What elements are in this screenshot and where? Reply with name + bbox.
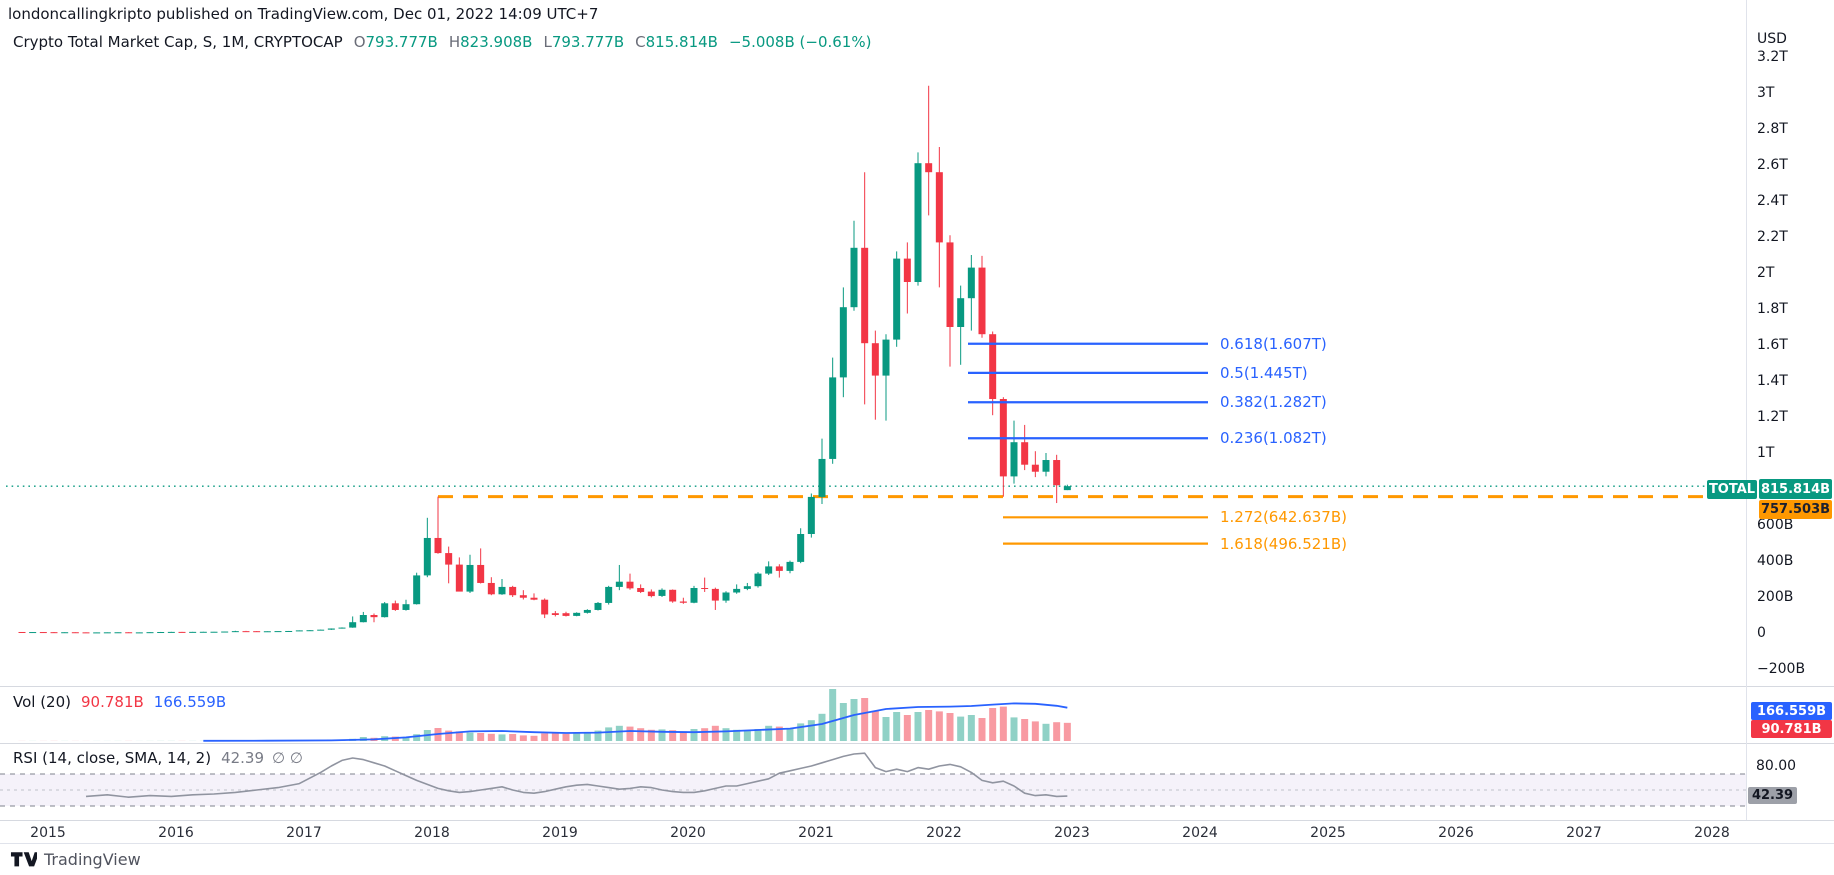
year-label-2020[interactable]: 2020: [670, 825, 706, 841]
symbol-title: Crypto Total Market Cap, S, 1M, CRYPTOCA…: [13, 33, 343, 51]
price-axis-currency[interactable]: USD: [1757, 31, 1787, 47]
year-label-2022[interactable]: 2022: [926, 825, 962, 841]
price-tick-3.2T: 3.2T: [1757, 49, 1788, 65]
volume-ma-badge: 166.559B: [1751, 702, 1832, 720]
rsi-value: 42.39: [221, 749, 265, 767]
price-tick-200B: 200B: [1757, 589, 1794, 605]
fib-level-label[interactable]: 1.618(496.521B): [1220, 534, 1347, 553]
year-label-2016[interactable]: 2016: [158, 825, 194, 841]
close-value: 815.814B: [645, 33, 718, 51]
volume-indicator-legend[interactable]: Vol (20) 90.781B 166.559B: [13, 693, 226, 711]
price-tick-2.8T: 2.8T: [1757, 121, 1788, 137]
rsi-axis-tick: 80.00: [1756, 758, 1797, 774]
year-label-2024[interactable]: 2024: [1182, 825, 1218, 841]
year-label-2015[interactable]: 2015: [30, 825, 66, 841]
year-label-2027[interactable]: 2027: [1566, 825, 1602, 841]
price-tick-1.4T: 1.4T: [1757, 373, 1788, 389]
fib-level-label[interactable]: 1.272(642.637B): [1220, 508, 1347, 527]
low-label: L: [543, 33, 552, 51]
close-label: C: [635, 33, 646, 51]
year-label-2026[interactable]: 2026: [1438, 825, 1474, 841]
tradingview-logo-text: TradingView: [44, 850, 141, 869]
open-label: O: [353, 33, 366, 51]
open-value: 793.777B: [365, 33, 438, 51]
year-label-2025[interactable]: 2025: [1310, 825, 1346, 841]
high-value: 823.908B: [460, 33, 533, 51]
volume-ma-value: 166.559B: [153, 693, 227, 711]
fib-level-label[interactable]: 0.382(1.282T): [1220, 393, 1327, 412]
price-tick-1.6T: 1.6T: [1757, 337, 1788, 353]
volume-current-value: 90.781B: [81, 693, 144, 711]
rsi-value-badge: 42.39: [1748, 787, 1797, 804]
hline-price-badge: 757.503B: [1759, 500, 1832, 519]
price-tick-2.2T: 2.2T: [1757, 229, 1788, 245]
rsi-indicator-legend[interactable]: RSI (14, close, SMA, 14, 2) 42.39 ∅ ∅: [13, 749, 303, 767]
rsi-hidden-values: ∅ ∅: [272, 749, 303, 767]
tradingview-logo[interactable]: TradingView: [10, 850, 141, 869]
price-tick-−200B: −200B: [1757, 661, 1806, 677]
price-tick-0: 0: [1757, 625, 1766, 641]
rsi-label: RSI (14, close, SMA, 14, 2): [13, 749, 212, 767]
low-value: 793.777B: [551, 33, 625, 51]
price-tick-1T: 1T: [1757, 445, 1775, 461]
fib-level-label[interactable]: 0.618(1.607T): [1220, 334, 1327, 353]
volume-label: Vol (20): [13, 693, 72, 711]
price-tick-2.4T: 2.4T: [1757, 193, 1788, 209]
year-label-2028[interactable]: 2028: [1694, 825, 1730, 841]
tradingview-logo-icon: [10, 852, 37, 867]
year-label-2017[interactable]: 2017: [286, 825, 322, 841]
symbol-price-badge-label: TOTAL: [1707, 480, 1757, 499]
footer-bar: TradingView: [0, 843, 1834, 875]
fib-level-label[interactable]: 0.5(1.445T): [1220, 363, 1308, 382]
year-label-2018[interactable]: 2018: [414, 825, 450, 841]
price-tick-3T: 3T: [1757, 85, 1775, 101]
high-label: H: [448, 33, 461, 51]
change-value: −5.008B (−0.61%): [728, 33, 872, 51]
year-label-2021[interactable]: 2021: [798, 825, 834, 841]
publish-attribution: londoncallingkripto published on Trading…: [8, 5, 599, 23]
price-tick-2T: 2T: [1757, 265, 1775, 281]
symbol-legend[interactable]: Crypto Total Market Cap, S, 1M, CRYPTOCA…: [13, 33, 871, 51]
price-tick-2.6T: 2.6T: [1757, 157, 1788, 173]
price-tick-1.2T: 1.2T: [1757, 409, 1788, 425]
volume-value-badge: 90.781B: [1751, 720, 1832, 738]
year-label-2023[interactable]: 2023: [1054, 825, 1090, 841]
price-tick-400B: 400B: [1757, 553, 1794, 569]
year-label-2019[interactable]: 2019: [542, 825, 578, 841]
fib-level-label[interactable]: 0.236(1.082T): [1220, 429, 1327, 448]
price-tick-600B: 600B: [1757, 517, 1794, 533]
last-price-badge: 815.814B: [1759, 479, 1832, 499]
price-tick-1.8T: 1.8T: [1757, 301, 1788, 317]
